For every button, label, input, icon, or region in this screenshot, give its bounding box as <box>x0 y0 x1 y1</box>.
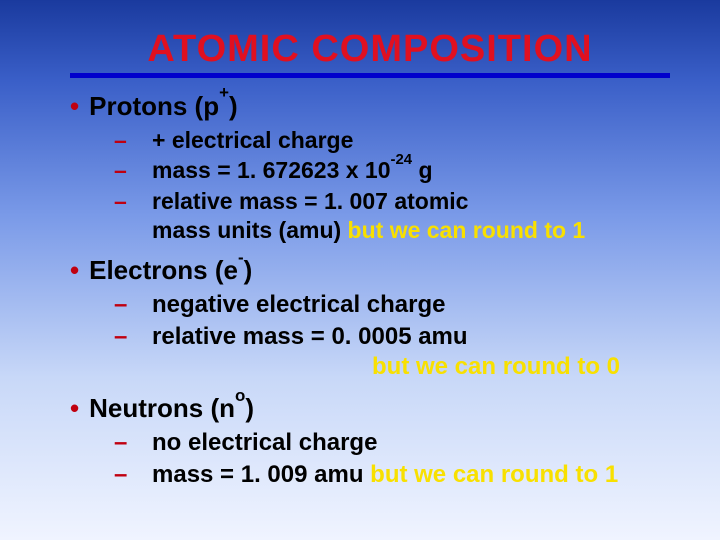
electrons-list: – negative electrical charge – relative … <box>114 290 670 382</box>
section-neutrons: • Neutrons (no) <box>70 392 670 424</box>
list-item: – relative mass = 1. 007 atomic mass uni… <box>114 187 670 245</box>
item-text: no electrical charge <box>152 428 670 458</box>
dash-icon: – <box>114 460 152 490</box>
section-protons: • Protons (p+) <box>70 90 670 122</box>
list-item: – mass = 1. 672623 x 10-24 g <box>114 156 670 185</box>
slide-title: ATOMIC COMPOSITION <box>70 28 670 78</box>
dash-icon: – <box>114 187 152 245</box>
highlight-text: but we can round to 1 <box>370 461 618 488</box>
item-text: relative mass = 0. 0005 amu but we can r… <box>152 322 670 382</box>
neutrons-list: – no electrical charge – mass = 1. 009 a… <box>114 428 670 490</box>
list-item: – mass = 1. 009 amu but we can round to … <box>114 460 670 490</box>
list-item: – relative mass = 0. 0005 amu but we can… <box>114 322 670 382</box>
highlight-text: but we can round to 1 <box>348 217 586 243</box>
heading-text: Electrons (e-) <box>89 255 252 285</box>
slide-content: ATOMIC COMPOSITION • Protons (p+) – + ele… <box>0 0 720 512</box>
bullet-icon: • <box>70 255 79 285</box>
bullet-icon: • <box>70 393 79 423</box>
section-electrons: • Electrons (e-) <box>70 255 670 287</box>
heading-text: Protons (p+) <box>89 91 238 121</box>
highlight-text: but we can round to 0 <box>372 353 620 380</box>
dash-icon: – <box>114 156 152 185</box>
item-text: mass = 1. 672623 x 10-24 g <box>152 156 670 185</box>
dash-icon: – <box>114 428 152 458</box>
dash-icon: – <box>114 290 152 320</box>
dash-icon: – <box>114 126 152 155</box>
list-item: – no electrical charge <box>114 428 670 458</box>
list-item: – negative electrical charge <box>114 290 670 320</box>
item-text: mass = 1. 009 amu but we can round to 1 <box>152 460 670 490</box>
heading-text: Neutrons (no) <box>89 393 254 423</box>
protons-list: – + electrical charge – mass = 1. 672623… <box>114 126 670 245</box>
item-text: negative electrical charge <box>152 290 670 320</box>
item-text: relative mass = 1. 007 atomic mass units… <box>152 187 670 245</box>
bullet-icon: • <box>70 91 79 121</box>
dash-icon: – <box>114 322 152 382</box>
